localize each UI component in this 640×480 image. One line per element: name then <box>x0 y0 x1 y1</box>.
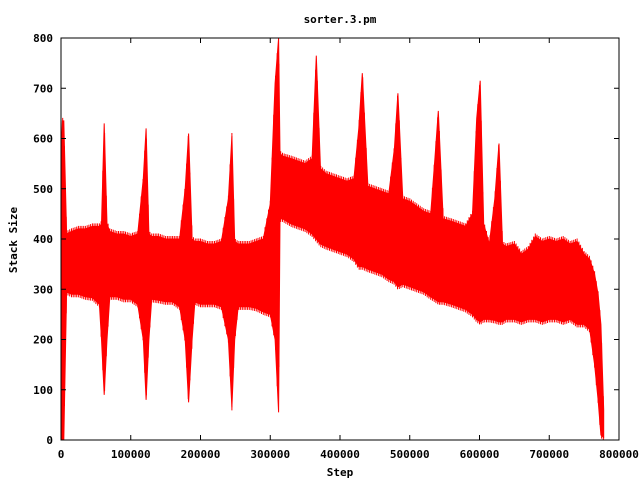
x-tick-label: 300000 <box>250 448 290 461</box>
y-tick-label: 400 <box>33 233 53 246</box>
x-tick-label: 400000 <box>320 448 360 461</box>
y-tick-label: 600 <box>33 133 53 146</box>
y-tick-label: 200 <box>33 334 53 347</box>
y-tick-label: 300 <box>33 283 53 296</box>
x-tick-label: 100000 <box>111 448 151 461</box>
y-tick-label: 100 <box>33 384 53 397</box>
x-tick-label: 800000 <box>599 448 639 461</box>
y-tick-label: 0 <box>46 434 53 447</box>
x-tick-label: 200000 <box>181 448 221 461</box>
y-tick-label: 800 <box>33 32 53 45</box>
x-tick-label: 500000 <box>390 448 430 461</box>
x-tick-label: 0 <box>58 448 65 461</box>
y-tick-label: 500 <box>33 183 53 196</box>
x-tick-label: 700000 <box>529 448 569 461</box>
tick-layer: 0 100000 200000 300000 400000 500000 600000 700… <box>33 32 639 461</box>
y-tick-label: 700 <box>33 82 53 95</box>
x-tick-label: 600000 <box>460 448 500 461</box>
y-axis-label: Stack Size <box>7 207 20 274</box>
series-layer <box>60 37 605 441</box>
chart-title: sorter.3.pm <box>304 13 377 26</box>
x-axis-label: Step <box>327 466 354 479</box>
stack-size-band-series-0 <box>60 37 605 441</box>
